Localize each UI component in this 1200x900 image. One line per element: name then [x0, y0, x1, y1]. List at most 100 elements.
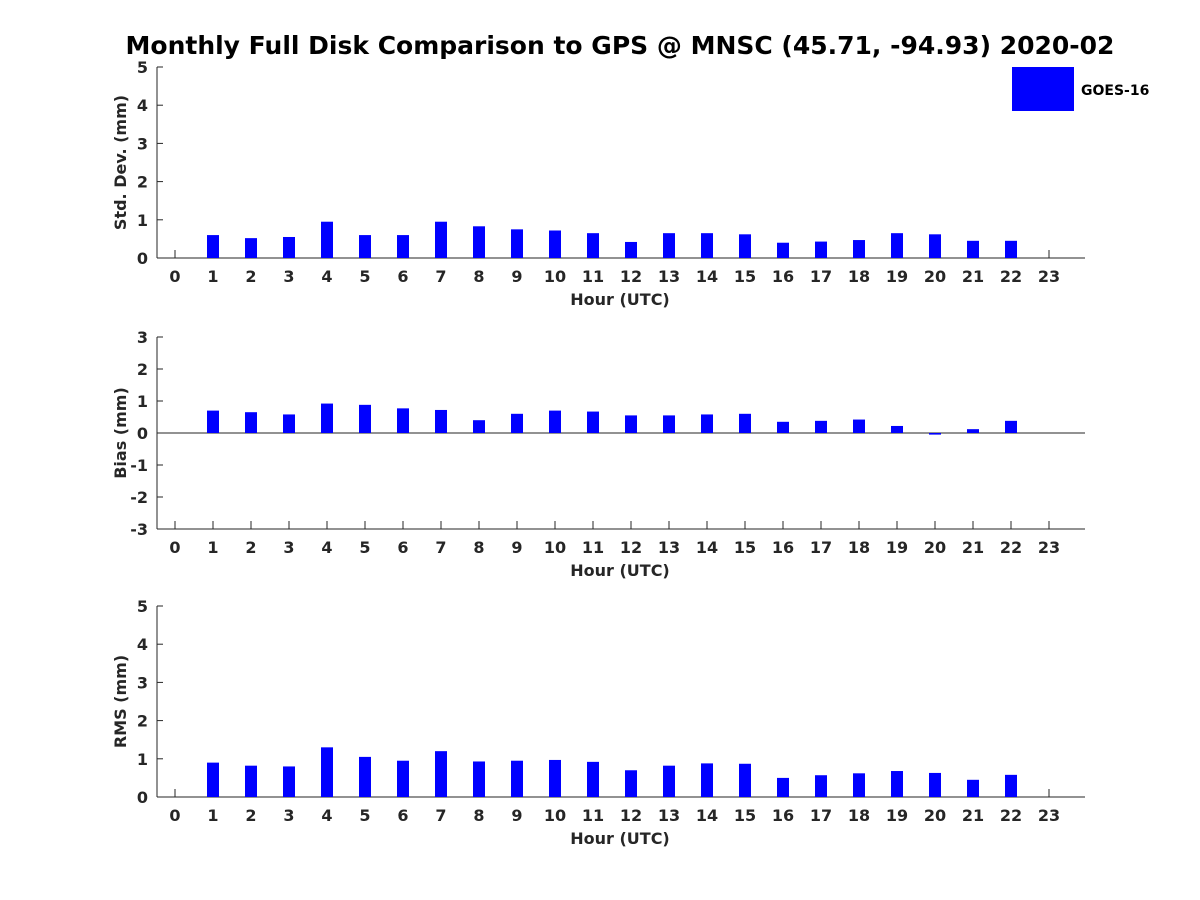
bar-bias-21 — [967, 429, 979, 433]
x-tick-label: 20 — [924, 806, 946, 825]
x-tick-label: 0 — [169, 538, 180, 557]
bar-bias-20 — [929, 433, 941, 435]
x-tick-label: 0 — [169, 806, 180, 825]
x-tick-label: 8 — [473, 806, 484, 825]
y-tick-label: 1 — [137, 750, 148, 769]
y-tick-label: 5 — [137, 58, 148, 77]
x-tick-label: 7 — [435, 806, 446, 825]
y-tick-label: -3 — [130, 520, 148, 539]
bar-bias-3 — [283, 414, 295, 433]
x-tick-label: 9 — [511, 538, 522, 557]
y-tick-label: 3 — [137, 673, 148, 692]
bar-rms-9 — [511, 760, 523, 797]
bar-std-10 — [549, 230, 561, 258]
x-tick-label: 9 — [511, 806, 522, 825]
x-tick-label: 18 — [848, 267, 870, 286]
x-axis-label: Hour (UTC) — [570, 829, 670, 848]
y-axis-label: Std. Dev. (mm) — [111, 95, 130, 230]
y-axis-label: Bias (mm) — [111, 387, 130, 479]
bar-bias-13 — [663, 415, 675, 433]
x-tick-label: 17 — [810, 267, 832, 286]
x-tick-label: 3 — [283, 806, 294, 825]
bar-rms-10 — [549, 759, 561, 797]
bar-std-12 — [625, 241, 637, 258]
bar-bias-12 — [625, 415, 637, 433]
x-tick-label: 4 — [321, 806, 332, 825]
bar-rms-20 — [929, 772, 941, 797]
bar-rms-19 — [891, 771, 903, 797]
bar-std-8 — [473, 226, 485, 258]
x-tick-label: 21 — [962, 267, 984, 286]
x-tick-label: 6 — [397, 538, 408, 557]
x-tick-label: 16 — [772, 806, 794, 825]
x-tick-label: 10 — [544, 538, 566, 557]
x-tick-label: 23 — [1038, 538, 1060, 557]
bar-rms-22 — [1005, 774, 1017, 797]
x-tick-label: 18 — [848, 806, 870, 825]
bar-bias-2 — [245, 412, 257, 433]
x-tick-label: 5 — [359, 267, 370, 286]
y-tick-label: 0 — [137, 788, 148, 807]
bar-bias-10 — [549, 410, 561, 433]
x-tick-label: 1 — [207, 806, 218, 825]
x-tick-label: 8 — [473, 538, 484, 557]
bar-bias-9 — [511, 413, 523, 433]
bar-bias-19 — [891, 425, 903, 433]
x-tick-label: 11 — [582, 267, 604, 286]
x-tick-label: 21 — [962, 538, 984, 557]
bar-std-7 — [435, 221, 447, 258]
y-tick-label: 2 — [137, 360, 148, 379]
x-tick-label: 5 — [359, 806, 370, 825]
y-tick-label: 4 — [137, 96, 148, 115]
y-tick-label: 2 — [137, 173, 148, 192]
legend: GOES-16 — [1012, 67, 1149, 111]
bar-rms-11 — [587, 761, 599, 797]
bar-rms-5 — [359, 756, 371, 797]
x-tick-label: 15 — [734, 538, 756, 557]
x-tick-label: 3 — [283, 267, 294, 286]
bar-std-18 — [853, 240, 865, 258]
x-tick-label: 2 — [245, 806, 256, 825]
bar-std-2 — [245, 238, 257, 258]
x-tick-label: 14 — [696, 538, 718, 557]
x-tick-label: 19 — [886, 806, 908, 825]
bar-bias-17 — [815, 420, 827, 433]
x-tick-label: 10 — [544, 806, 566, 825]
x-tick-label: 11 — [582, 538, 604, 557]
x-tick-label: 15 — [734, 806, 756, 825]
bar-bias-16 — [777, 421, 789, 433]
x-tick-label: 9 — [511, 267, 522, 286]
x-tick-label: 12 — [620, 538, 642, 557]
bar-std-15 — [739, 234, 751, 258]
x-tick-label: 11 — [582, 806, 604, 825]
bar-bias-7 — [435, 409, 447, 433]
x-tick-label: 2 — [245, 267, 256, 286]
x-tick-label: 22 — [1000, 806, 1022, 825]
x-tick-label: 16 — [772, 267, 794, 286]
x-tick-label: 13 — [658, 806, 680, 825]
x-tick-label: 1 — [207, 538, 218, 557]
x-tick-label: 14 — [696, 806, 718, 825]
bar-rms-15 — [739, 763, 751, 797]
x-tick-label: 8 — [473, 267, 484, 286]
x-tick-label: 20 — [924, 538, 946, 557]
bar-std-1 — [207, 235, 219, 258]
bar-std-16 — [777, 242, 789, 258]
y-tick-label: 1 — [137, 392, 148, 411]
y-tick-label: 5 — [137, 597, 148, 616]
x-axis-label: Hour (UTC) — [570, 561, 670, 580]
bar-bias-4 — [321, 403, 333, 433]
x-tick-label: 19 — [886, 267, 908, 286]
x-tick-label: 17 — [810, 538, 832, 557]
bar-std-11 — [587, 233, 599, 258]
bar-rms-7 — [435, 751, 447, 797]
bar-rms-12 — [625, 770, 637, 797]
y-tick-label: 4 — [137, 635, 148, 654]
bar-rms-6 — [397, 760, 409, 797]
bar-rms-17 — [815, 775, 827, 797]
x-tick-label: 5 — [359, 538, 370, 557]
bar-rms-4 — [321, 747, 333, 797]
